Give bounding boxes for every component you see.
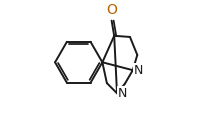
Text: N: N <box>117 87 127 100</box>
Text: O: O <box>106 3 117 17</box>
Text: N: N <box>133 64 142 77</box>
